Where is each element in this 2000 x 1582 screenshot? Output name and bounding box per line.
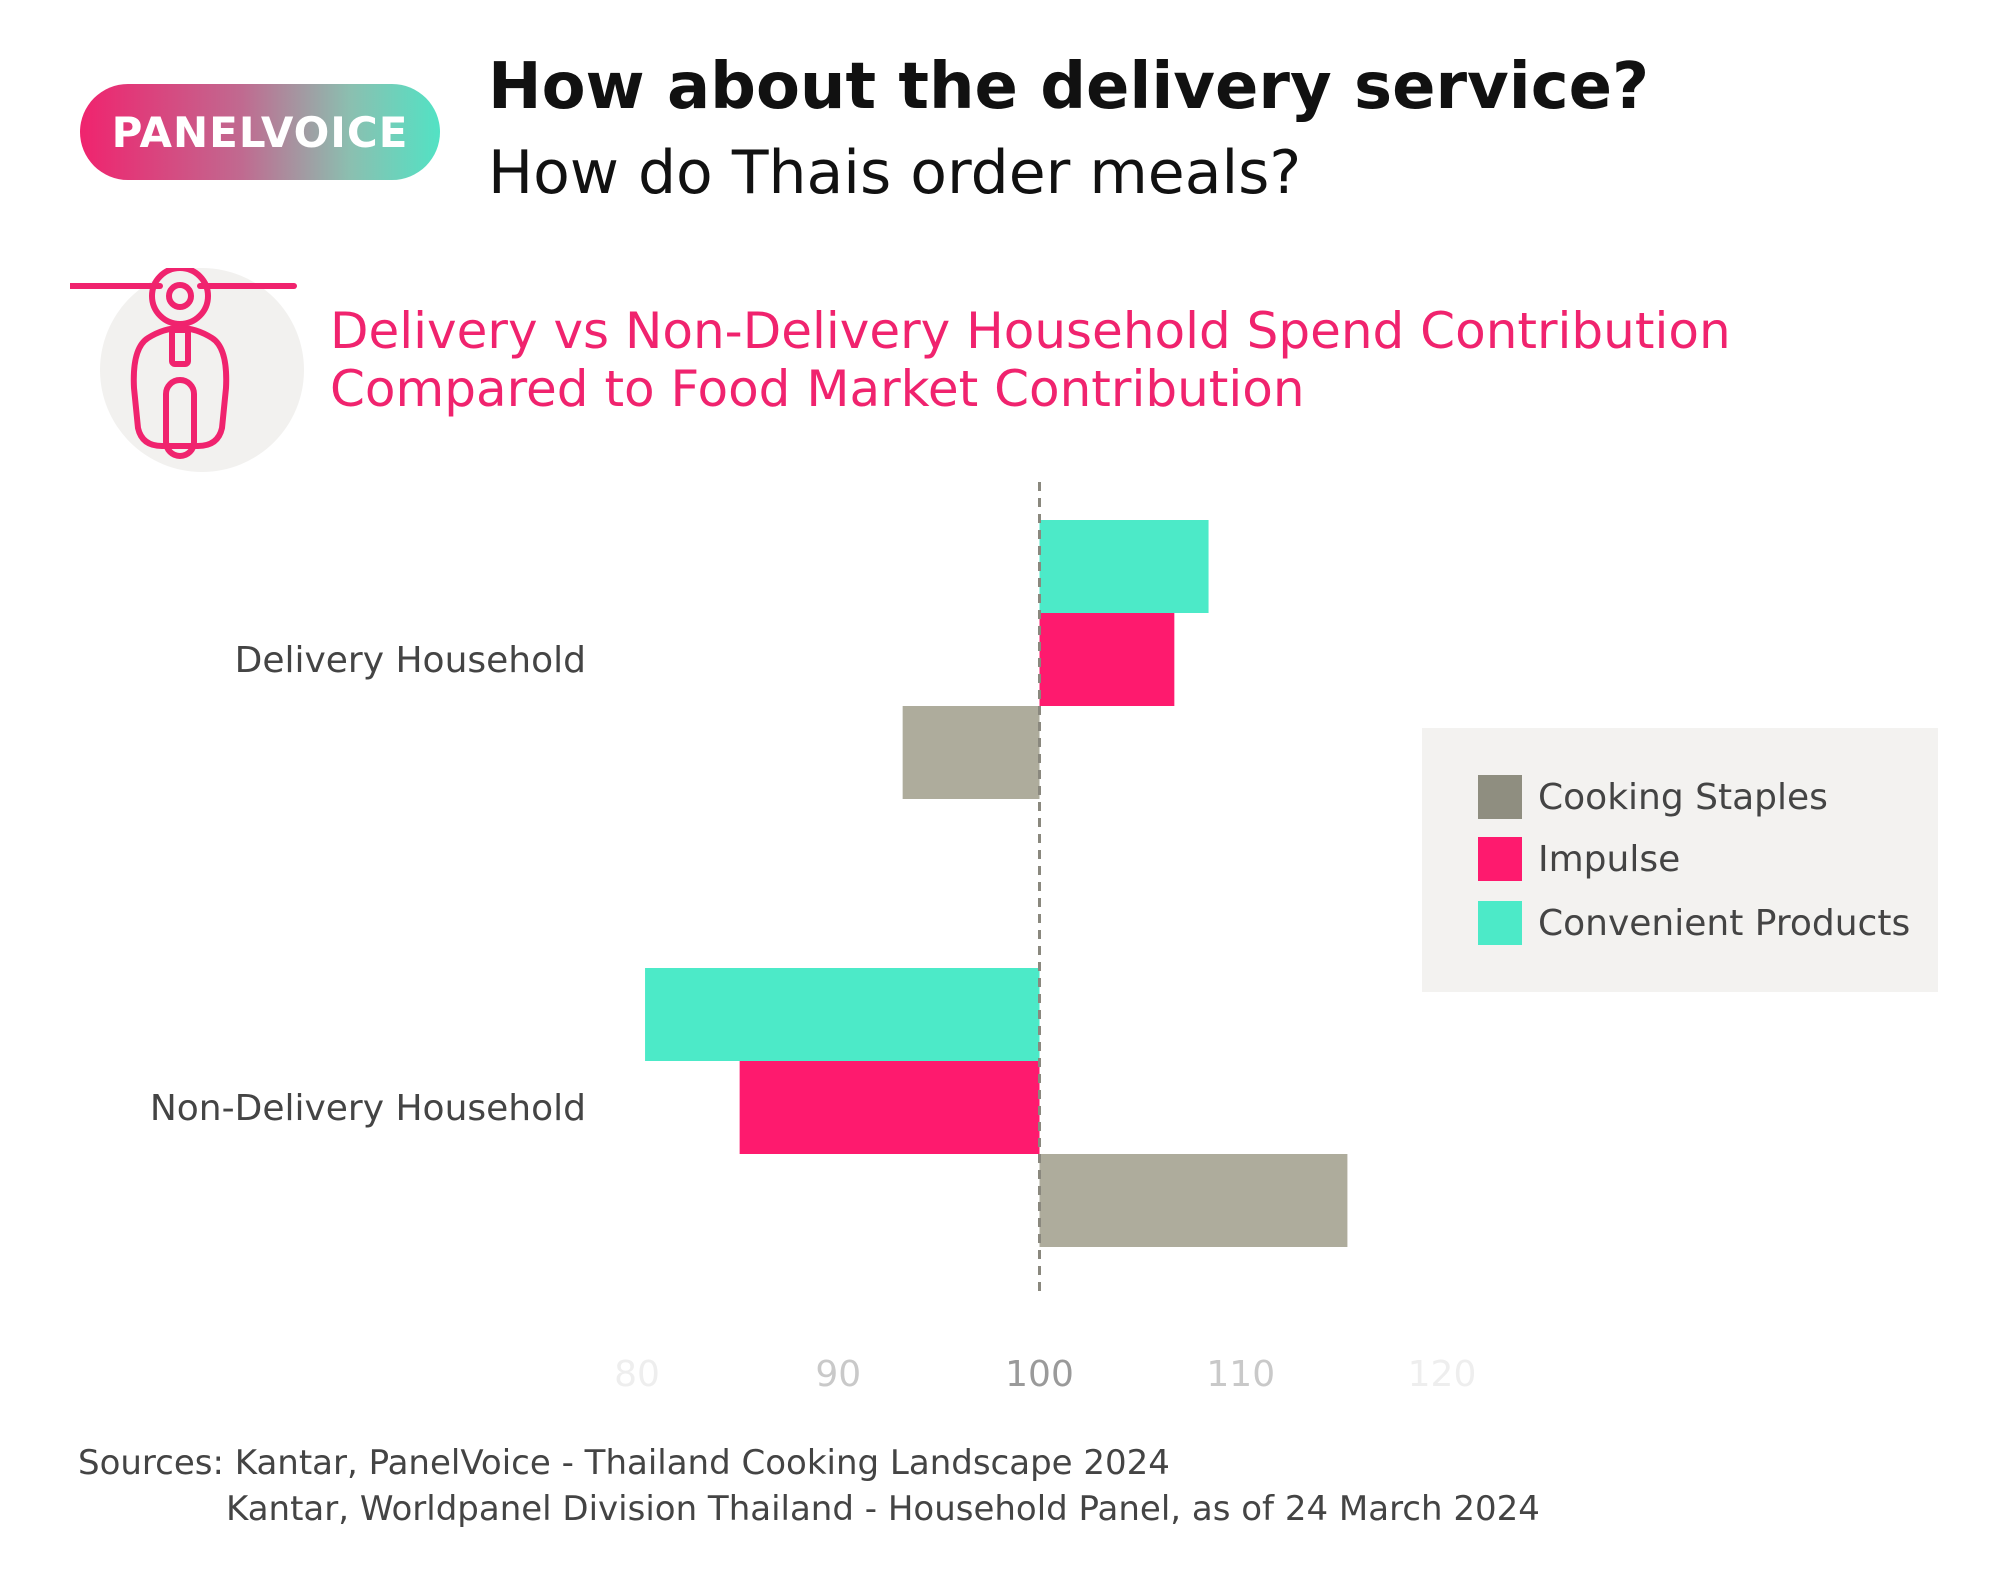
chart-legend: Cooking Staples Impulse Convenient Produ…: [1422, 728, 1938, 992]
page-title: How about the delivery service?: [488, 50, 1650, 124]
chart-title: Delivery vs Non-Delivery Household Spend…: [330, 302, 1731, 418]
sources-line-1: Sources: Kantar, PanelVoice - Thailand C…: [78, 1443, 1170, 1483]
badge-label: PANELVOICE: [111, 107, 409, 157]
legend-swatch-convenient-products: [1478, 901, 1522, 945]
chart-title-line-1: Delivery vs Non-Delivery Household Spend…: [330, 302, 1731, 360]
legend-item-convenient-products: Convenient Products: [1478, 900, 1910, 946]
legend-item-impulse: Impulse: [1478, 836, 1680, 882]
x-tick-label-90: 90: [815, 1354, 861, 1395]
category-label-non-delivery-household: Non-Delivery Household: [150, 1088, 586, 1129]
bar-delivery-household-cooking-staples: [902, 706, 1040, 799]
category-label-delivery-household: Delivery Household: [235, 640, 586, 681]
x-tick-label-100: 100: [1005, 1354, 1074, 1395]
bar-non-delivery-household-convenient-products: [645, 968, 1040, 1061]
x-tick-label-120: 120: [1408, 1354, 1477, 1395]
legend-swatch-cooking-staples: [1478, 775, 1522, 819]
legend-item-cooking-staples: Cooking Staples: [1478, 774, 1828, 820]
sources-note: Sources: Kantar, PanelVoice - Thailand C…: [78, 1440, 1540, 1532]
legend-label-cooking-staples: Cooking Staples: [1538, 776, 1828, 818]
bar-chart: Delivery Household Non-Delivery Household…: [150, 482, 1477, 1395]
chart-title-line-2: Compared to Food Market Contribution: [330, 360, 1305, 418]
bar-non-delivery-household-impulse: [739, 1061, 1040, 1154]
legend-label-impulse: Impulse: [1538, 838, 1681, 880]
x-tick-label-110: 110: [1206, 1354, 1275, 1395]
bar-delivery-household-convenient-products: [1039, 520, 1209, 613]
legend-label-convenient-products: Convenient Products: [1538, 902, 1911, 944]
page-subtitle: How do Thais order meals?: [488, 138, 1302, 208]
panelvoice-badge: PANELVOICE: [80, 84, 440, 180]
scooter-icon: [70, 268, 297, 459]
legend-swatch-impulse: [1478, 837, 1522, 881]
scooter-icon-badge: [70, 268, 304, 472]
bar-non-delivery-household-cooking-staples: [1039, 1154, 1348, 1247]
x-tick-label-80: 80: [614, 1354, 660, 1395]
bar-delivery-household-impulse: [1039, 613, 1175, 706]
sources-line-2: Kantar, Worldpanel Division Thailand - H…: [226, 1489, 1540, 1529]
